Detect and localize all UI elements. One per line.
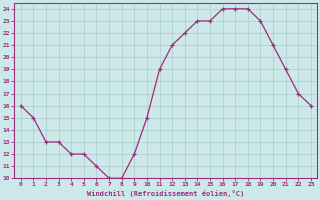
- X-axis label: Windchill (Refroidissement éolien,°C): Windchill (Refroidissement éolien,°C): [87, 190, 244, 197]
